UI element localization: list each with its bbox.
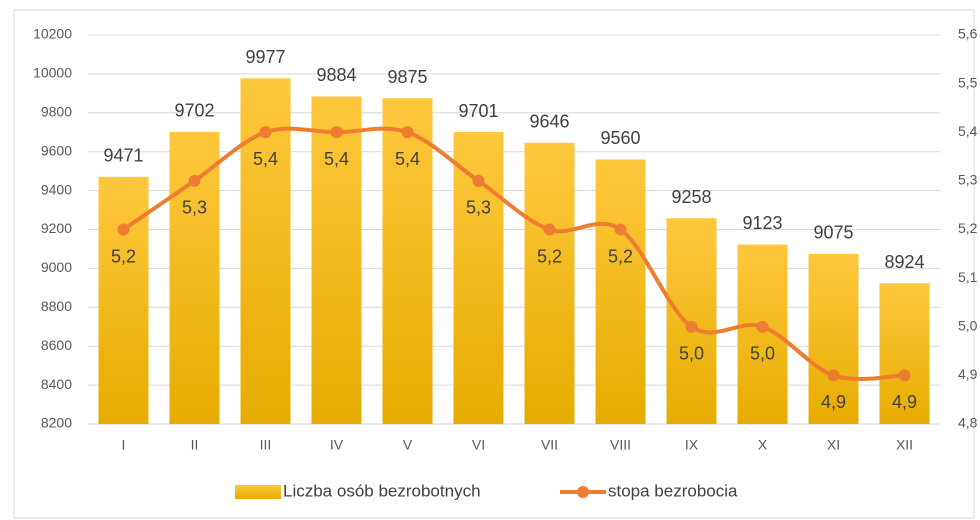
line-marker <box>330 126 343 139</box>
x-tick-label: VII <box>541 437 558 453</box>
y-tick-label: 9200 <box>41 220 72 236</box>
y-tick-label: 8600 <box>41 337 72 353</box>
bar-value-label: 9977 <box>245 47 285 67</box>
line-value-label: 5,2 <box>608 246 633 266</box>
line-value-label: 5,3 <box>182 198 207 218</box>
y2-tick-label: 5,6 <box>958 26 978 42</box>
y-tick-label: 8800 <box>41 298 72 314</box>
bar <box>311 96 362 424</box>
line-marker <box>472 174 485 187</box>
line-value-label: 5,0 <box>679 344 704 364</box>
y-tick-label: 9800 <box>41 104 72 120</box>
bar-value-label: 9875 <box>387 67 427 87</box>
x-tick-label: VIII <box>610 437 631 453</box>
x-tick-label: VI <box>472 437 485 453</box>
line-marker <box>259 126 272 139</box>
legend-label: Liczba osób bezrobotnych <box>283 481 481 500</box>
bar <box>98 176 149 424</box>
y2-tick-label: 5,4 <box>958 123 978 139</box>
line-value-label: 5,4 <box>253 149 278 169</box>
bar-value-label: 8924 <box>884 252 924 272</box>
legend-swatch <box>235 485 281 499</box>
y-tick-label: 9600 <box>41 142 72 158</box>
x-tick-label: I <box>122 437 126 453</box>
bar-value-label: 9702 <box>174 101 214 121</box>
line-value-label: 5,0 <box>750 344 775 364</box>
bar-value-label: 9123 <box>742 213 782 233</box>
y-tick-label: 8400 <box>41 376 72 392</box>
bar-value-label: 9471 <box>103 146 143 166</box>
bar-value-label: 9646 <box>529 112 569 132</box>
line-value-label: 5,4 <box>324 149 349 169</box>
line-marker <box>401 126 414 139</box>
bar <box>879 283 930 424</box>
y2-tick-label: 5,5 <box>958 74 978 90</box>
line-marker <box>614 223 627 236</box>
line-value-label: 5,2 <box>111 246 136 266</box>
line-marker <box>188 174 201 187</box>
line-marker <box>117 223 130 236</box>
y-tick-label: 9000 <box>41 259 72 275</box>
y2-tick-label: 4,8 <box>958 415 978 431</box>
y-tick-label: 8200 <box>41 415 72 431</box>
y2-tick-label: 5,1 <box>958 269 978 285</box>
x-tick-label: IV <box>330 437 344 453</box>
y-tick-label: 9400 <box>41 181 72 197</box>
bar <box>524 142 575 425</box>
x-tick-label: XI <box>827 437 840 453</box>
x-tick-label: IX <box>685 437 699 453</box>
x-tick-label: V <box>403 437 413 453</box>
x-tick-label: II <box>191 437 199 453</box>
x-tick-label: XII <box>896 437 913 453</box>
bar-value-label: 9560 <box>600 128 640 148</box>
line-value-label: 5,2 <box>537 246 562 266</box>
line-value-label: 5,4 <box>395 149 420 169</box>
bar <box>382 98 433 425</box>
bar-value-label: 9884 <box>316 65 356 85</box>
line-value-label: 4,9 <box>892 392 917 412</box>
y2-tick-label: 4,9 <box>958 366 978 382</box>
y-tick-label: 10200 <box>33 26 72 42</box>
line-marker <box>543 223 556 236</box>
y2-tick-label: 5,3 <box>958 172 978 188</box>
y2-tick-label: 5,0 <box>958 317 978 333</box>
bar-value-label: 9075 <box>813 223 853 243</box>
legend-label: stopa bezrobocia <box>608 481 738 500</box>
y2-tick-label: 5,2 <box>958 220 978 236</box>
bar-value-label: 9258 <box>671 187 711 207</box>
line-marker <box>827 369 840 382</box>
bar <box>808 253 859 424</box>
line-value-label: 5,3 <box>466 198 491 218</box>
line-marker <box>756 320 769 333</box>
legend-swatch <box>577 486 589 498</box>
line-value-label: 4,9 <box>821 392 846 412</box>
bar-value-label: 9701 <box>458 101 498 121</box>
y-tick-label: 10000 <box>33 65 72 81</box>
x-tick-label: X <box>758 437 768 453</box>
bar <box>595 159 646 425</box>
x-tick-label: III <box>260 437 272 453</box>
line-marker <box>898 369 911 382</box>
line-marker <box>685 320 698 333</box>
